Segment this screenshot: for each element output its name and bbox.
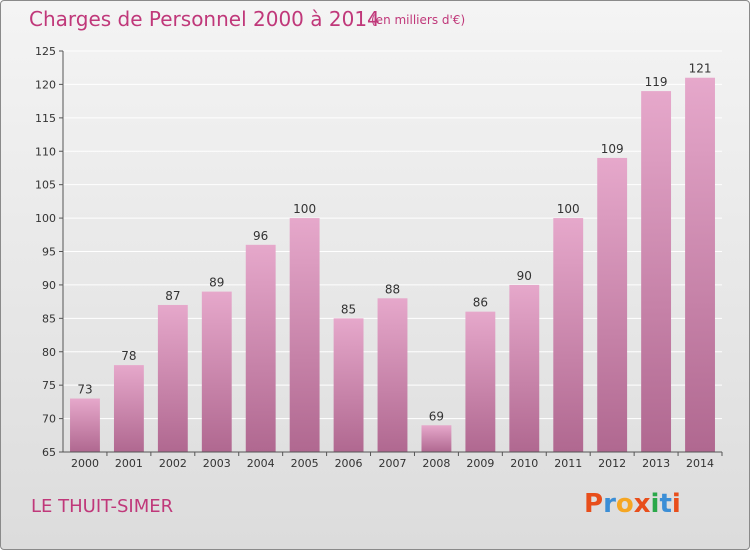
x-tick-label: 2008 — [422, 457, 450, 470]
y-tick-label: 80 — [42, 346, 56, 359]
value-label: 85 — [341, 302, 356, 316]
value-label: 121 — [689, 62, 712, 76]
x-tick-label: 2005 — [291, 457, 319, 470]
value-label: 73 — [77, 383, 92, 397]
x-tick-label: 2009 — [466, 457, 494, 470]
value-label: 78 — [121, 349, 136, 363]
value-label: 89 — [209, 276, 224, 290]
bar-2014 — [685, 77, 715, 452]
y-tick-label: 100 — [35, 212, 56, 225]
y-tick-label: 105 — [35, 179, 56, 192]
y-tick-label: 115 — [35, 112, 56, 125]
x-tick-label: 2007 — [379, 457, 407, 470]
chart-subtitle: (en milliers d'€) — [371, 13, 466, 27]
x-tick-label: 2002 — [159, 457, 187, 470]
axes: 65 70 75 80 85 90 95 100 105 110 115 120 125 2000 2001… — [35, 45, 723, 470]
y-tick-label: 95 — [42, 246, 56, 259]
bar-2004 — [245, 244, 276, 452]
bar-2011 — [553, 218, 584, 452]
x-tick-label: 2013 — [642, 457, 670, 470]
value-label: 96 — [253, 229, 268, 243]
logo-letter: i — [671, 489, 681, 519]
y-tick-label: 120 — [35, 78, 56, 91]
x-tick-label: 2004 — [247, 457, 275, 470]
value-label: 100 — [557, 202, 580, 216]
value-label: 87 — [165, 289, 180, 303]
logo-letter: o — [615, 489, 634, 519]
y-tick-label: 90 — [42, 279, 56, 292]
bar-2000 — [70, 398, 100, 452]
value-label: 100 — [293, 202, 316, 216]
x-tick-label: 2000 — [71, 457, 99, 470]
bar-2009 — [465, 311, 496, 452]
bar-2002 — [157, 304, 188, 452]
x-tick-label: 2003 — [203, 457, 231, 470]
value-label: 119 — [645, 75, 668, 89]
chart-title: Charges de Personnel 2000 à 2014 — [29, 7, 380, 31]
y-tick-label: 110 — [35, 145, 56, 158]
logo-letter: x — [633, 489, 651, 519]
bars — [70, 77, 715, 452]
bar-2001 — [113, 365, 144, 452]
bar-2007 — [377, 298, 408, 452]
x-tick-label: 2014 — [686, 457, 714, 470]
logo-letter: i — [650, 489, 660, 519]
y-tick-label: 85 — [42, 312, 56, 325]
y-tick-label: 125 — [35, 45, 56, 58]
value-label: 90 — [517, 269, 532, 283]
x-tick-label: 2006 — [335, 457, 363, 470]
data-labels: 73 78 87 89 96 100 85 88 69 86 90 100 109 119 121 — [77, 62, 711, 424]
y-tick-label: 75 — [42, 379, 56, 392]
bar-2012 — [597, 157, 628, 452]
value-label: 88 — [385, 282, 400, 296]
bar-2010 — [509, 284, 540, 452]
x-tick-label: 2001 — [115, 457, 143, 470]
y-tick-label: 65 — [42, 446, 56, 459]
x-tick-label: 2012 — [598, 457, 626, 470]
logo-letter: P — [584, 489, 604, 519]
value-label: 86 — [473, 296, 488, 310]
bar-2005 — [289, 218, 320, 452]
bar-2008 — [421, 425, 452, 452]
x-tick-label: 2011 — [554, 457, 582, 470]
x-tick-label: 2010 — [510, 457, 538, 470]
value-label: 109 — [601, 142, 624, 156]
bar-2003 — [201, 291, 232, 452]
y-tick-label: 70 — [42, 413, 56, 426]
logo-letter: r — [603, 489, 616, 519]
value-label: 69 — [429, 409, 444, 423]
commune-name: LE THUIT-SIMER — [31, 496, 174, 517]
bar-2006 — [333, 318, 364, 452]
bar-2013 — [641, 91, 672, 452]
logo-letter: t — [659, 489, 672, 519]
proxiti-logo[interactable]: Proxiti — [584, 489, 681, 519]
